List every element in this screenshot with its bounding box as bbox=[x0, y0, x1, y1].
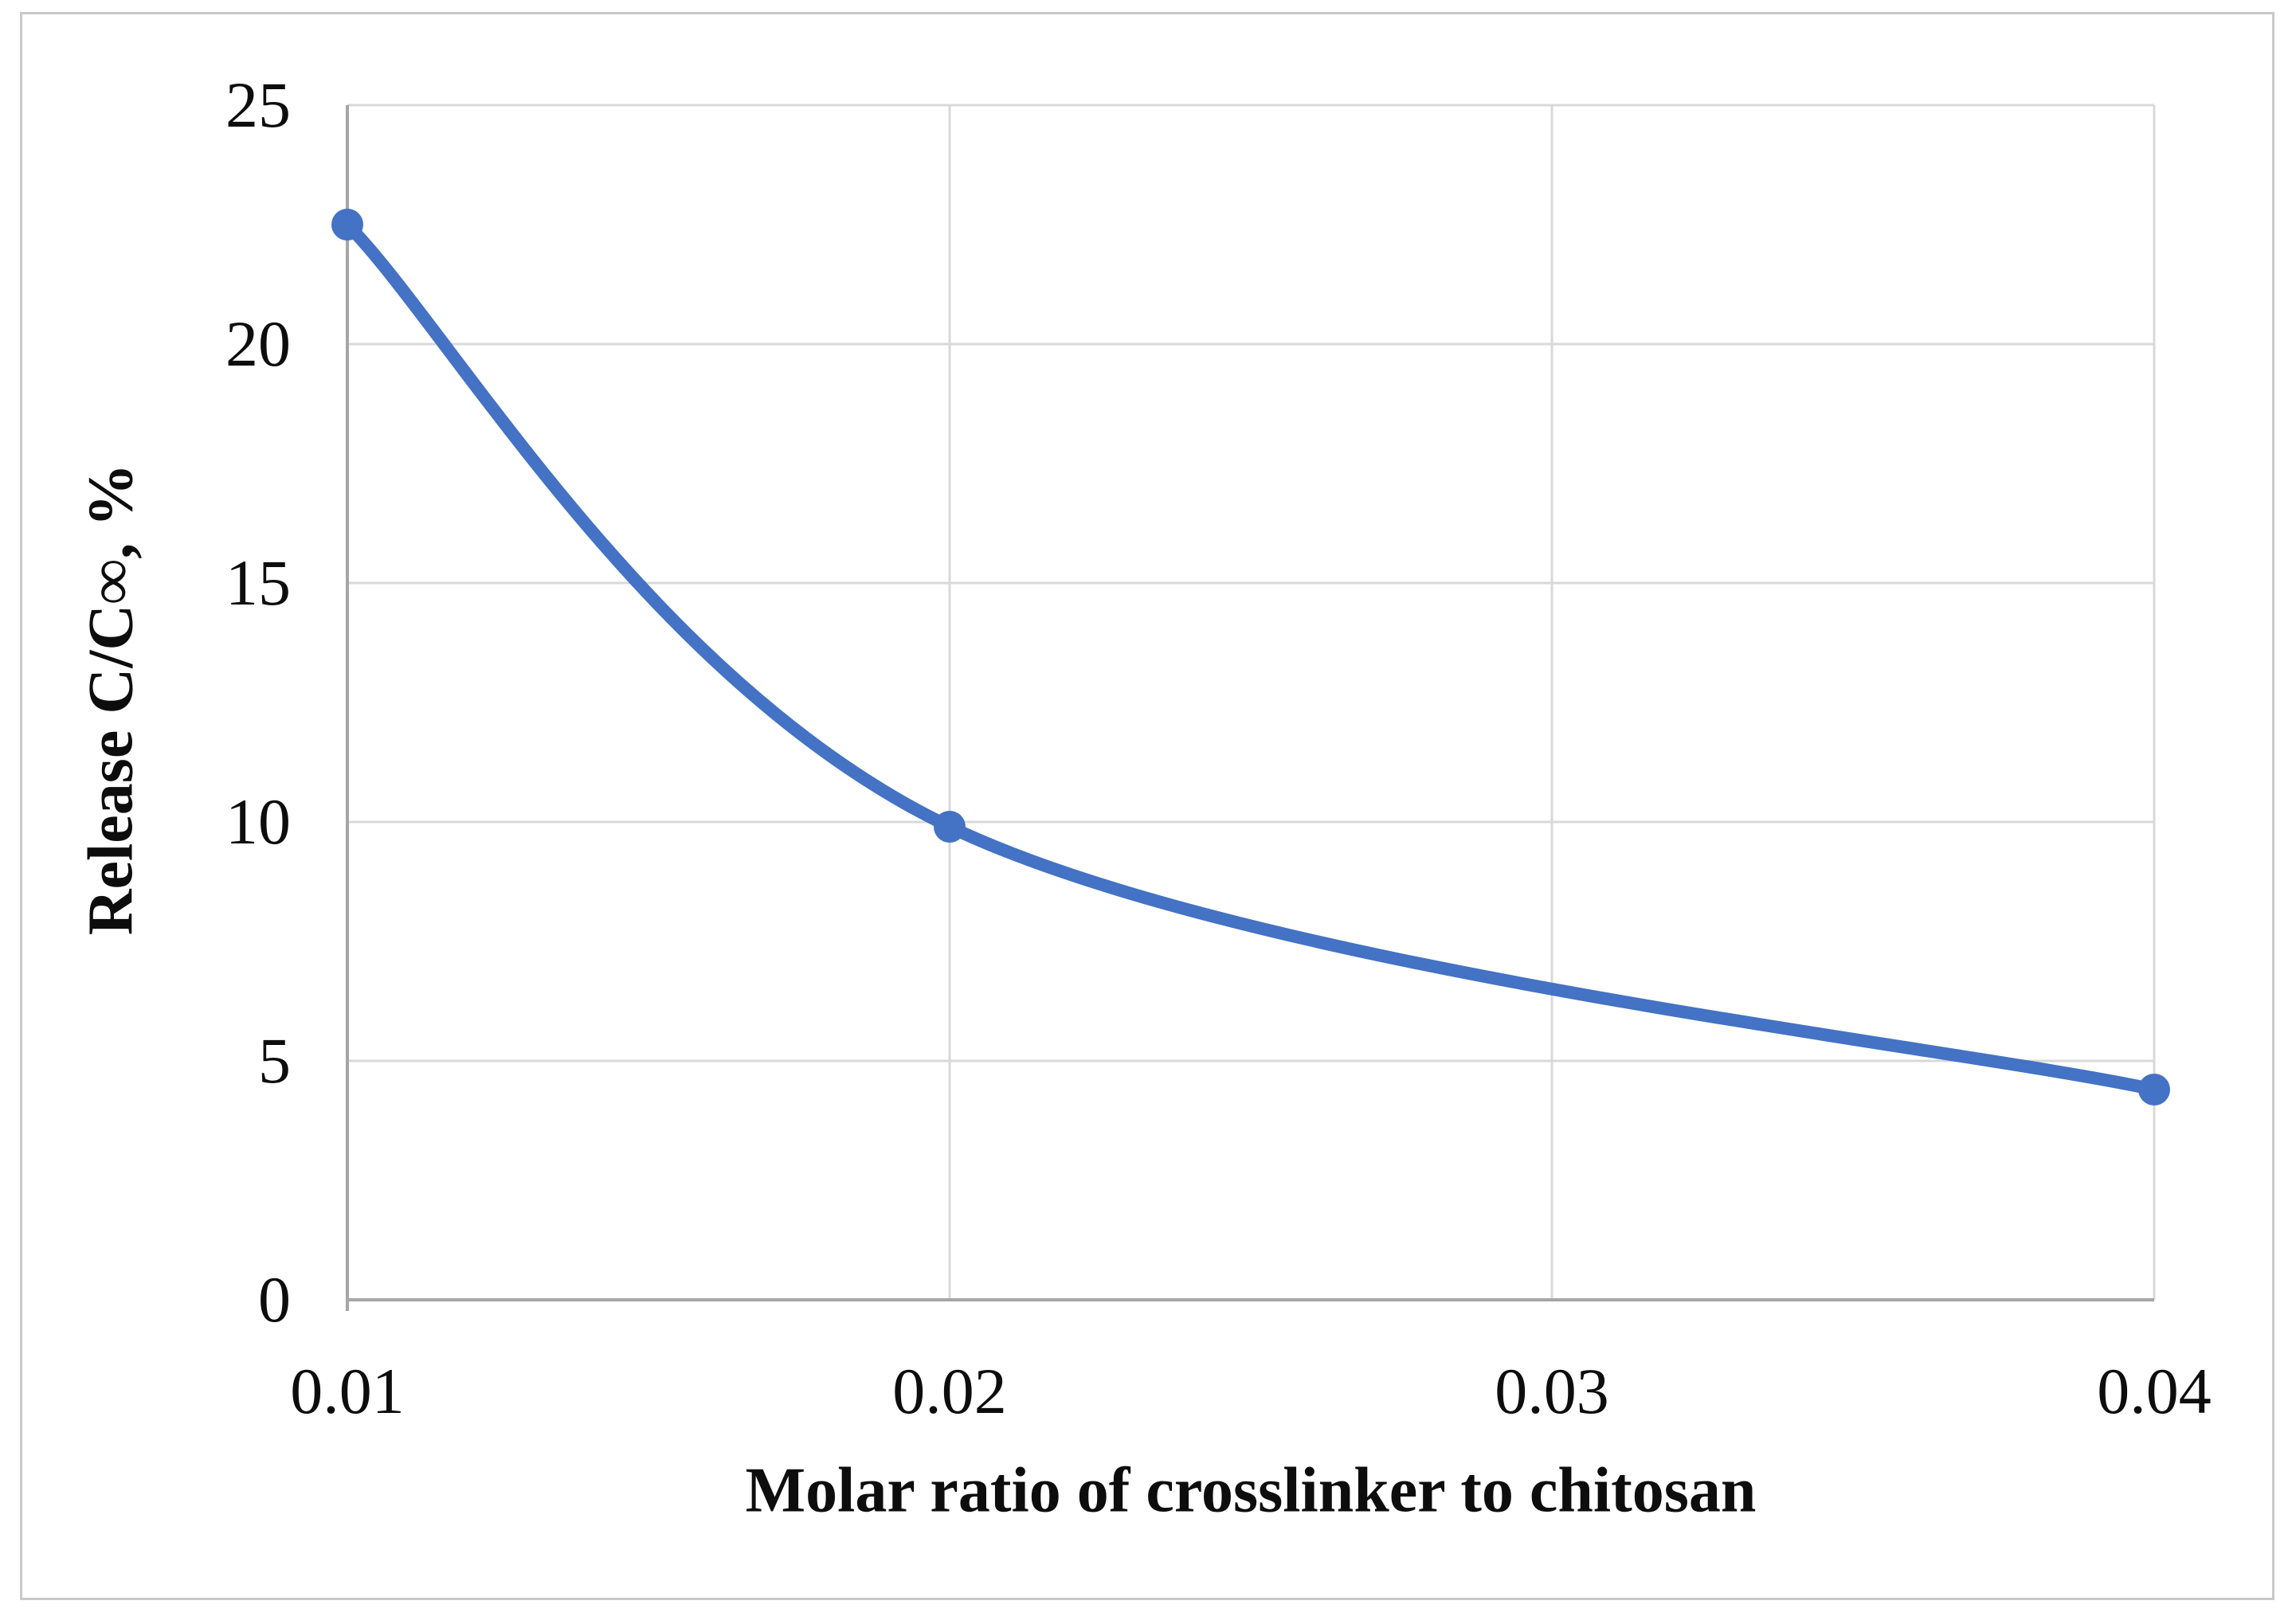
y-tick-label: 0 bbox=[258, 1263, 291, 1336]
y-tick-label: 5 bbox=[258, 1024, 291, 1097]
y-tick-label: 25 bbox=[225, 68, 291, 141]
y-tick-label: 20 bbox=[225, 307, 291, 380]
x-tick-label: 0.01 bbox=[290, 1355, 405, 1427]
data-point-marker bbox=[331, 209, 363, 241]
x-axis-title: Molar ratio of crosslinker to chitosan bbox=[745, 1455, 1757, 1526]
figure-border bbox=[20, 12, 2274, 1600]
y-tick-label: 15 bbox=[225, 546, 291, 619]
y-tick-label: 10 bbox=[225, 785, 291, 858]
x-tick-label: 0.02 bbox=[892, 1355, 1007, 1427]
x-tick-label: 0.03 bbox=[1495, 1355, 1609, 1427]
data-point-marker bbox=[934, 811, 966, 843]
data-point-marker bbox=[2138, 1074, 2170, 1105]
y-axis-title: Release C/C∞, % bbox=[76, 463, 147, 936]
series-line bbox=[341, 218, 2161, 1096]
x-tick-label: 0.04 bbox=[2097, 1355, 2212, 1427]
